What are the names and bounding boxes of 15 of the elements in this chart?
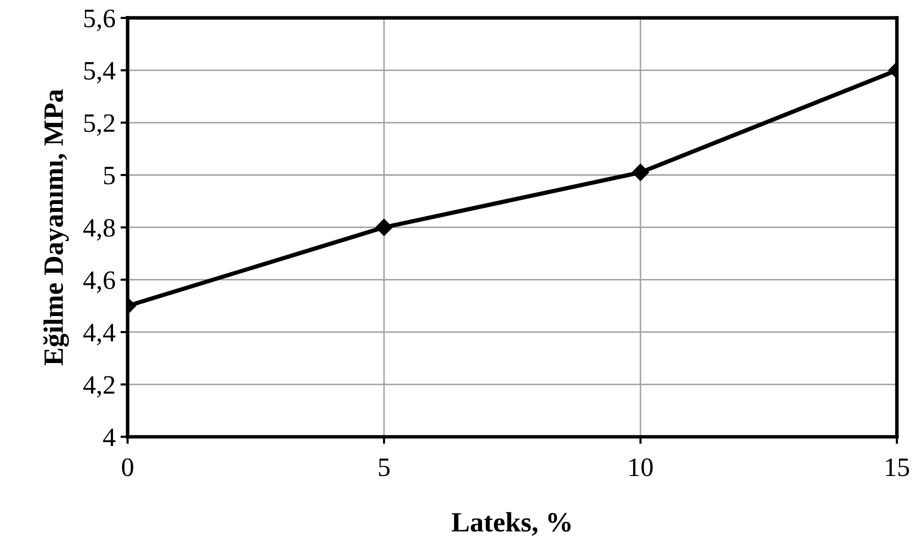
x-axis-title: Lateks, % <box>452 512 571 536</box>
x-tick-label: 0 <box>122 458 134 476</box>
x-tick-label: 5 <box>378 458 390 476</box>
y-tick-label: 4,8 <box>83 218 115 241</box>
y-tick-label: 5,6 <box>84 10 116 32</box>
y-tick-label: 4,4 <box>83 324 116 346</box>
y-tick-label: 4 <box>103 428 116 446</box>
y-tick-label: 5,4 <box>84 62 116 84</box>
y-tick-label: 5,2 <box>84 114 114 136</box>
y-tick-label: 5 <box>104 166 115 184</box>
x-tick-label: 15 <box>886 458 910 476</box>
y-tick-label: 4,6 <box>83 271 116 293</box>
x-tick-label: 10 <box>630 458 653 476</box>
y-axis-title: Eğilme Dayanımı, MPa <box>43 89 69 366</box>
y-tick-label: 4,2 <box>83 376 114 398</box>
